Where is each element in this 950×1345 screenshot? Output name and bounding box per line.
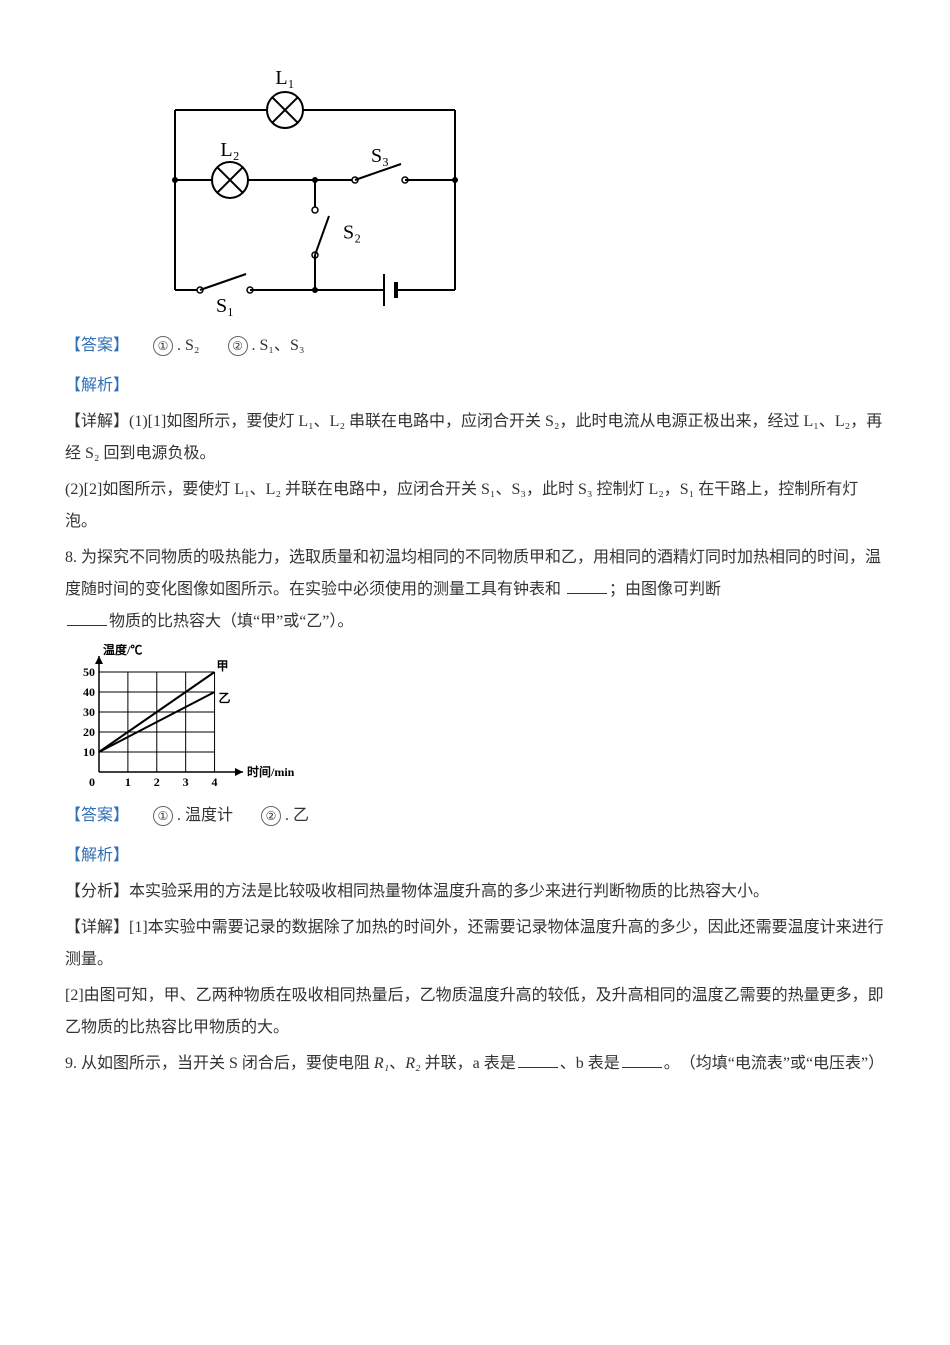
svg-text:4: 4 — [212, 775, 218, 789]
blank-8a — [567, 577, 607, 594]
answer-val-1: . 温度计 — [177, 807, 233, 824]
analysis-8-d1: 【详解】[1]本实验中需要记录的数据除了加热的时间外，还需要记录物体温度升高的多… — [65, 912, 885, 976]
svg-text:乙: 乙 — [219, 691, 231, 705]
blank-9b — [622, 1051, 662, 1068]
answer-val-2: . S₁、S₃ — [252, 337, 305, 354]
svg-text:L₁: L₁ — [275, 67, 294, 89]
circuit-svg: L₁ L₂ S₃ S₂ S₁ — [145, 60, 485, 320]
answer-num-1: ① — [153, 806, 173, 826]
svg-text:30: 30 — [83, 705, 95, 719]
analysis-7-label: 【解析】 — [65, 370, 885, 402]
analysis-8-fenxi: 【分析】本实验采用的方法是比较吸收相同热量物体温度升高的多少来进行判断物质的比热… — [65, 876, 885, 908]
answer-num-2: ② — [228, 336, 248, 356]
answer-val-2: . 乙 — [285, 807, 309, 824]
answer-num-2: ② — [261, 806, 281, 826]
answer-label: 【答案】 — [65, 807, 129, 824]
blank-9a — [518, 1051, 558, 1068]
svg-text:甲: 甲 — [217, 659, 229, 673]
answer-8: 【答案】 ①. 温度计 ②. 乙 — [65, 800, 885, 832]
analysis-8-label: 【解析】 — [65, 840, 885, 872]
svg-text:20: 20 — [83, 725, 95, 739]
analysis-7-p2: (2)[2]如图所示，要使灯 L₁、L₂ 并联在电路中，应闭合开关 S₁、S₃，… — [65, 474, 885, 538]
svg-text:1: 1 — [125, 775, 131, 789]
answer-num-1: ① — [153, 336, 173, 356]
question-8: 8. 为探究不同物质的吸热能力，选取质量和初温均相同的不同物质甲和乙，用相同的酒… — [65, 542, 885, 638]
svg-text:0: 0 — [89, 775, 95, 789]
svg-text:50: 50 — [83, 665, 95, 679]
chart-svg: 102030405012340甲乙温度/℃时间/min — [65, 644, 305, 794]
answer-label: 【答案】 — [65, 337, 129, 354]
svg-text:时间/min: 时间/min — [247, 764, 295, 779]
temperature-chart: 102030405012340甲乙温度/℃时间/min — [65, 644, 305, 794]
svg-text:温度/℃: 温度/℃ — [103, 644, 142, 657]
svg-text:L₂: L₂ — [220, 139, 239, 161]
svg-text:10: 10 — [83, 745, 95, 759]
analysis-7-p1: 【详解】(1)[1]如图所示，要使灯 L₁、L₂ 串联在电路中，应闭合开关 S₂… — [65, 406, 885, 470]
svg-text:S₂: S₂ — [343, 222, 361, 244]
circuit-diagram: L₁ L₂ S₃ S₂ S₁ — [145, 60, 485, 320]
svg-text:S₃: S₃ — [371, 145, 389, 167]
analysis-8-d2: [2]由图可知，甲、乙两种物质在吸收相同热量后，乙物质温度升高的较低，及升高相同… — [65, 980, 885, 1044]
answer-7: 【答案】 ①. S₂ ②. S₁、S₃ — [65, 330, 885, 362]
svg-text:S₁: S₁ — [216, 295, 234, 317]
question-9: 9. 从如图所示，当开关 S 闭合后，要使电阻 R₁、R₂ 并联，a 表是、b … — [65, 1048, 885, 1080]
svg-text:2: 2 — [154, 775, 160, 789]
answer-val-1: . S₂ — [177, 337, 199, 354]
blank-8b — [67, 609, 107, 626]
svg-text:40: 40 — [83, 685, 95, 699]
svg-text:3: 3 — [183, 775, 189, 789]
